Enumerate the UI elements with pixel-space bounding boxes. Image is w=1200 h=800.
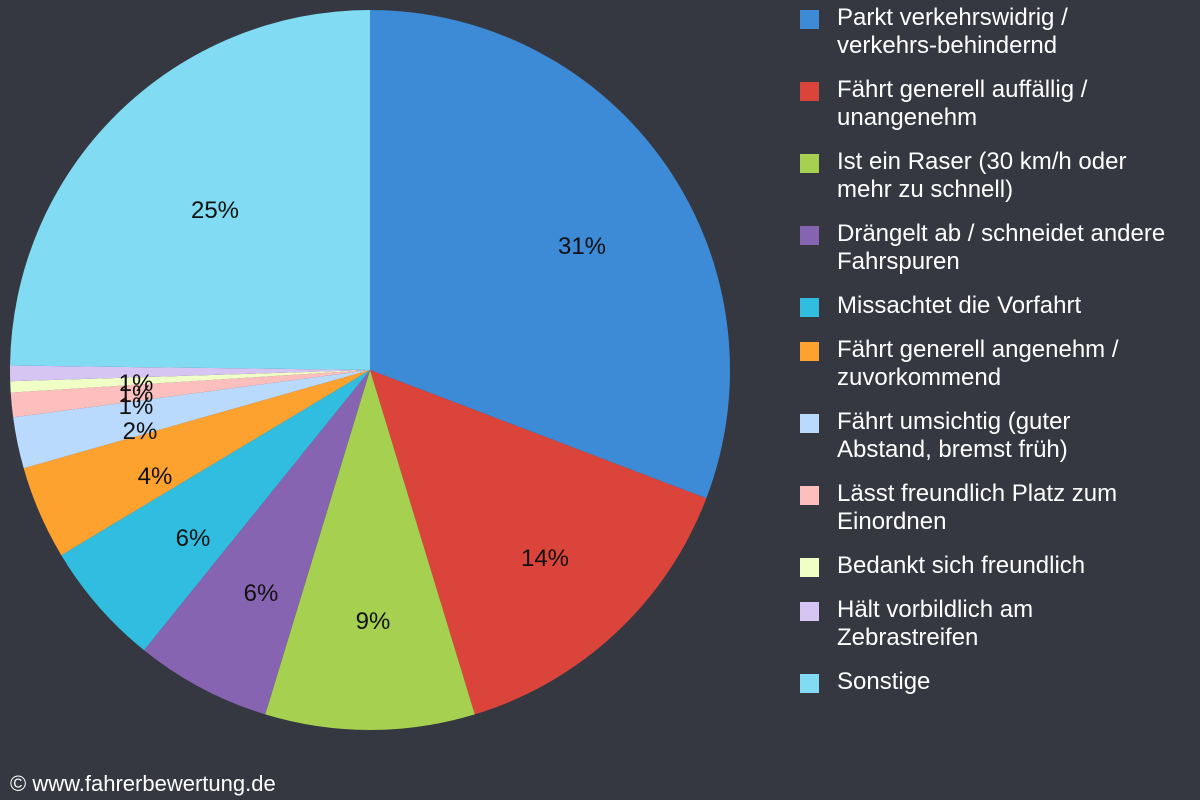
- legend-label: Missachtet die Vorfahrt: [837, 292, 1082, 319]
- legend-item: Fährt umsichtig (guter Abstand, bremst fr…: [800, 408, 1200, 464]
- legend-label-continued: zuvorkommend: [837, 364, 1002, 391]
- legend-swatch-icon: [800, 154, 819, 173]
- legend-item: Fährt generell auffällig / unangenehm: [800, 76, 1200, 132]
- pie-slice: [10, 370, 370, 418]
- pie-chart: 31%14%9%6%6%4%2%1%1%1%25%: [10, 10, 730, 730]
- slice-percent-label: 2%: [123, 418, 158, 445]
- legend-label-continued: Zebrastreifen: [837, 624, 979, 651]
- legend-swatch-icon: [800, 10, 819, 29]
- slice-percent-label: 1%: [119, 381, 154, 408]
- pie-labels: 31%14%9%6%6%4%2%1%1%1%25%: [119, 197, 606, 635]
- pie-slice: [23, 370, 370, 556]
- chart-legend: Parkt verkehrswidrig / verkehrs-behindern…: [800, 4, 1200, 712]
- legend-label-continued: Abstand, bremst früh): [837, 436, 1068, 463]
- legend-swatch-icon: [800, 82, 819, 101]
- pie-slices: [10, 10, 730, 730]
- legend-swatch-icon: [800, 414, 819, 433]
- legend-label: Fährt generell auffällig /: [837, 76, 1088, 103]
- legend-item: Bedankt sich freundlich: [800, 552, 1200, 580]
- legend-item: Sonstige: [800, 668, 1200, 696]
- legend-label: Parkt verkehrswidrig /: [837, 4, 1068, 31]
- legend-swatch-icon: [800, 298, 819, 317]
- slice-percent-label: 4%: [138, 463, 173, 490]
- legend-swatch-icon: [800, 342, 819, 361]
- legend-item: Hält vorbildlich am Zebrastreifen: [800, 596, 1200, 652]
- legend-label: Fährt generell angenehm /: [837, 336, 1119, 363]
- pie-slice: [61, 370, 370, 651]
- legend-item: Ist ein Raser (30 km/h oder mehr zu schne…: [800, 148, 1200, 204]
- legend-item: Drängelt ab / schneidet andere Fahrspuren: [800, 220, 1200, 276]
- pie-slice: [10, 370, 370, 393]
- legend-item: Parkt verkehrswidrig / verkehrs-behindern…: [800, 4, 1200, 60]
- pie-slice: [10, 10, 371, 370]
- legend-label-continued: verkehrs-behindernd: [837, 32, 1058, 59]
- slice-percent-label: 9%: [356, 608, 391, 635]
- legend-item: Fährt generell angenehm / zuvorkommend: [800, 336, 1200, 392]
- pie-slice: [265, 370, 475, 730]
- slice-percent-label: 25%: [191, 197, 239, 224]
- legend-label: Bedankt sich freundlich: [837, 552, 1086, 579]
- legend-label: Hält vorbildlich am: [837, 596, 1034, 623]
- slice-percent-label: 1%: [119, 393, 154, 420]
- legend-swatch-icon: [800, 674, 819, 693]
- slice-percent-label: 14%: [521, 545, 569, 572]
- pie-slice: [10, 365, 371, 382]
- legend-label: Ist ein Raser (30 km/h oder: [837, 148, 1127, 175]
- pie-slice: [370, 370, 707, 715]
- legend-label: Lässt freundlich Platz zum: [837, 480, 1118, 507]
- pie-slice: [370, 10, 730, 499]
- slice-percent-label: 6%: [244, 580, 279, 607]
- pie-slice: [13, 370, 371, 469]
- legend-swatch-icon: [800, 486, 819, 505]
- legend-label: Fährt umsichtig (guter: [837, 408, 1071, 435]
- slice-percent-label: 1%: [119, 370, 154, 397]
- legend-swatch-icon: [800, 226, 819, 245]
- legend-swatch-icon: [800, 558, 819, 577]
- legend-label-continued: Fahrspuren: [837, 248, 960, 275]
- legend-label-continued: mehr zu schnell): [837, 176, 1014, 203]
- legend-swatch-icon: [800, 602, 819, 621]
- legend-label-continued: Einordnen: [837, 508, 947, 535]
- legend-item: Missachtet die Vorfahrt: [800, 292, 1200, 320]
- legend-label: Sonstige: [837, 668, 931, 695]
- legend-label: Drängelt ab / schneidet andere: [837, 220, 1166, 247]
- pie-slice: [144, 370, 370, 715]
- slice-percent-label: 31%: [558, 233, 606, 260]
- copyright-footer: © www.fahrerbewertung.de: [10, 771, 276, 796]
- slice-percent-label: 6%: [176, 525, 211, 552]
- legend-label-continued: unangenehm: [837, 104, 978, 131]
- legend-item: Lässt freundlich Platz zum Einordnen: [800, 480, 1200, 536]
